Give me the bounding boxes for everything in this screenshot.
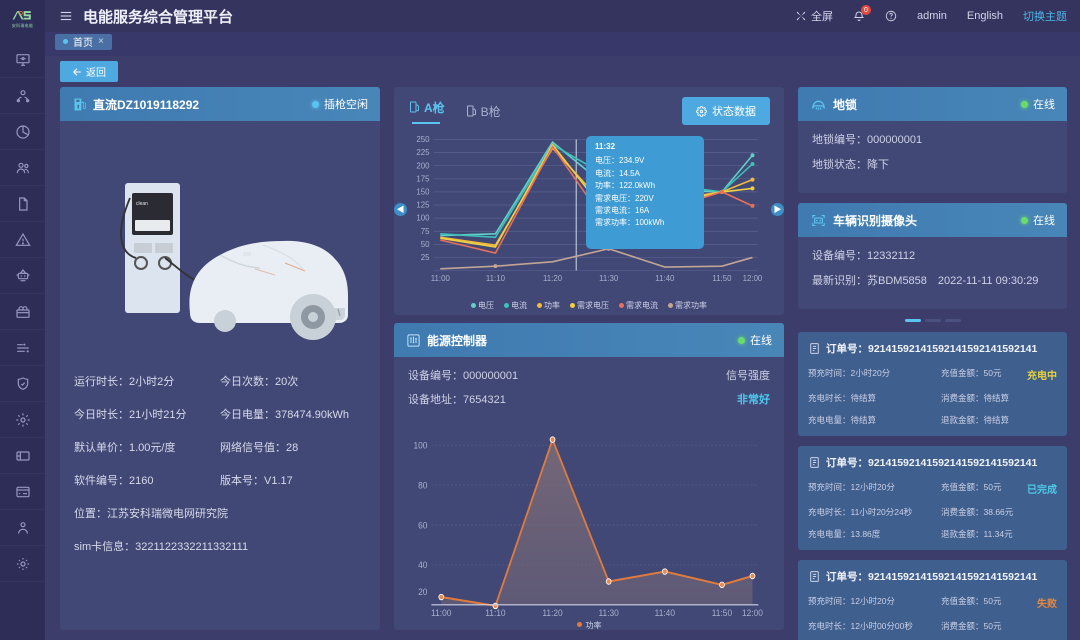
svg-text:11:20: 11:20 <box>542 607 562 617</box>
svg-text:11:00: 11:00 <box>431 274 451 283</box>
svg-text:11:30: 11:30 <box>599 274 619 283</box>
svg-text:225: 225 <box>416 148 430 157</box>
svg-text:11:50: 11:50 <box>712 607 732 617</box>
svg-text:11:40: 11:40 <box>655 607 675 617</box>
svg-text:60: 60 <box>418 520 427 531</box>
svg-text:11:10: 11:10 <box>486 274 506 283</box>
svg-text:11:10: 11:10 <box>485 607 505 617</box>
svg-text:50: 50 <box>421 240 430 249</box>
svg-text:80: 80 <box>418 480 427 491</box>
svg-text:11:00: 11:00 <box>431 607 451 617</box>
svg-text:100: 100 <box>414 440 428 451</box>
svg-text:250: 250 <box>416 135 430 144</box>
svg-text:20: 20 <box>418 586 427 597</box>
svg-text:125: 125 <box>416 201 430 210</box>
svg-text:11:20: 11:20 <box>543 274 563 283</box>
svg-text:175: 175 <box>416 174 430 183</box>
svg-text:12:00: 12:00 <box>742 607 763 617</box>
svg-text:100: 100 <box>416 214 430 223</box>
svg-text:11:40: 11:40 <box>655 274 675 283</box>
svg-text:25: 25 <box>421 253 430 262</box>
svg-text:12:00: 12:00 <box>743 274 763 283</box>
svg-text:40: 40 <box>418 560 427 571</box>
svg-text:150: 150 <box>416 187 430 196</box>
svg-text:75: 75 <box>421 227 430 236</box>
svg-text:200: 200 <box>416 161 430 170</box>
svg-text:11:30: 11:30 <box>599 607 619 617</box>
svg-text:11:50: 11:50 <box>712 274 732 283</box>
svg-text:clean: clean <box>136 201 148 207</box>
